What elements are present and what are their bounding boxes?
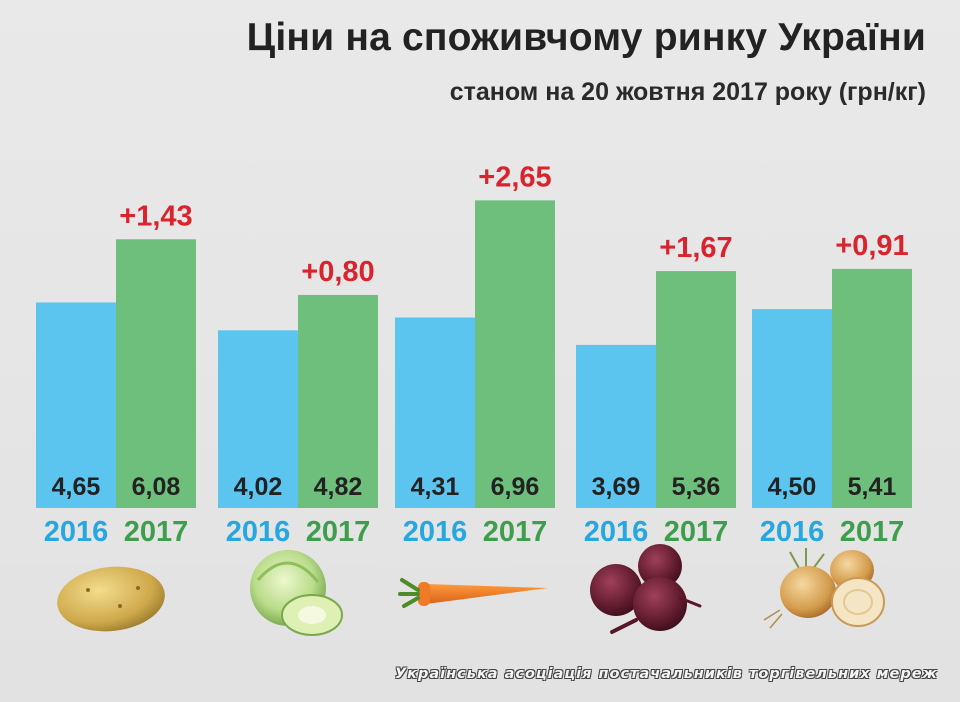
bar-value-2017: 5,36 (672, 473, 721, 501)
bar-value-2016: 4,65 (52, 473, 101, 501)
carrot-icon (398, 578, 548, 608)
bar-2017 (475, 200, 555, 509)
bar-2017 (116, 239, 196, 509)
year-label-2016: 2016 (584, 516, 649, 548)
cabbage-icon (250, 550, 343, 636)
beetroot-icon (590, 544, 702, 634)
bar-2016 (395, 317, 475, 508)
bar-value-2016: 4,50 (768, 473, 817, 501)
bar-value-2016: 4,31 (411, 473, 460, 501)
year-label-2016: 2016 (44, 516, 109, 548)
price-difference: +2,65 (478, 161, 551, 193)
bar-value-2017: 6,08 (132, 473, 181, 501)
bar-2017 (656, 271, 736, 508)
potato-icon (57, 566, 165, 632)
year-label-2017: 2017 (306, 516, 371, 548)
year-label-2017: 2017 (664, 516, 729, 548)
chart-title: Ціни на споживчому ринку України (246, 16, 926, 59)
year-label-2017: 2017 (840, 516, 905, 548)
bar-2017 (298, 294, 378, 508)
year-label-2016: 2016 (760, 516, 825, 548)
price-difference: +1,67 (659, 232, 732, 264)
year-label-2017: 2017 (124, 516, 189, 548)
bar-value-2017: 4,82 (314, 473, 363, 501)
bar-2016 (36, 302, 116, 508)
bar-value-2016: 3,69 (592, 473, 641, 501)
price-difference: +0,80 (301, 256, 374, 288)
year-label-2016: 2016 (403, 516, 468, 548)
bar-2017 (832, 268, 912, 508)
bar-2016 (752, 309, 832, 508)
footer-association: Українська асоціація постачальників торг… (394, 666, 938, 682)
year-label-2017: 2017 (483, 516, 548, 548)
onion-icon (763, 548, 885, 629)
bar-2016 (576, 344, 656, 508)
price-difference: +0,91 (835, 230, 908, 262)
chart-subtitle: станом на 20 жовтня 2017 року (грн/кг) (449, 78, 926, 106)
bar-value-2017: 5,41 (848, 473, 897, 501)
price-difference: +1,43 (119, 200, 192, 232)
year-label-2016: 2016 (226, 516, 291, 548)
bar-value-2016: 4,02 (234, 473, 283, 501)
bar-2016 (218, 330, 298, 508)
bar-value-2017: 6,96 (491, 473, 540, 501)
